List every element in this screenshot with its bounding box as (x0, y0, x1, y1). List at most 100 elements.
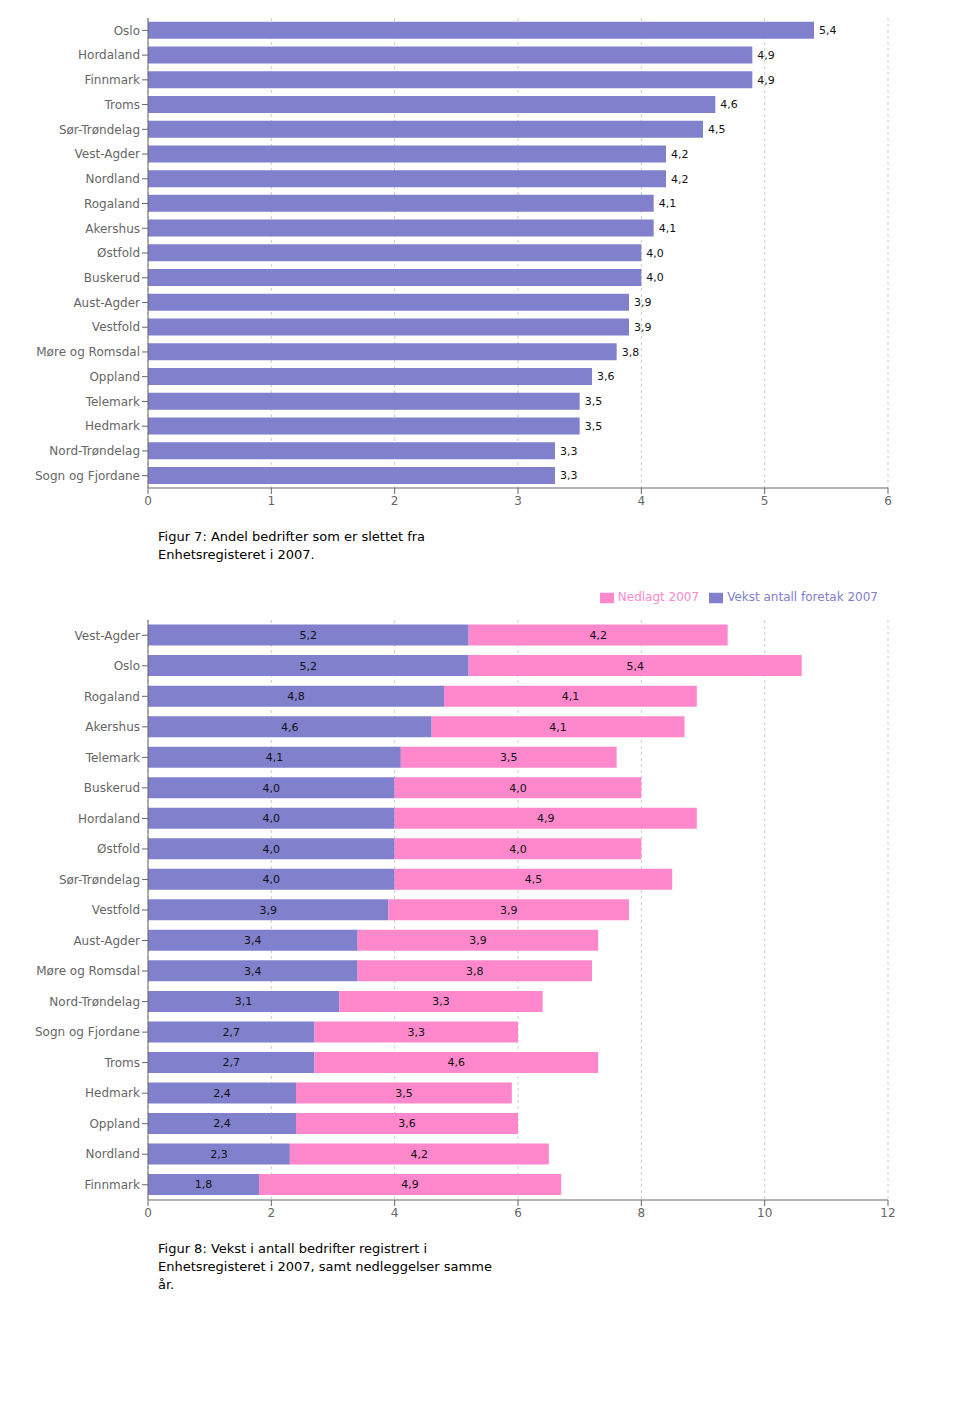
svg-text:Sogn og Fjordane: Sogn og Fjordane (35, 469, 140, 483)
svg-text:4,1: 4,1 (659, 197, 677, 210)
svg-text:3,9: 3,9 (469, 934, 487, 947)
svg-text:Nord-Trøndelag: Nord-Trøndelag (49, 444, 140, 458)
svg-text:Rogaland: Rogaland (84, 197, 140, 211)
svg-text:4,9: 4,9 (757, 49, 775, 62)
svg-text:4,1: 4,1 (549, 721, 567, 734)
svg-text:2: 2 (391, 494, 399, 508)
svg-text:Troms: Troms (103, 98, 140, 112)
svg-text:Akershus: Akershus (85, 720, 140, 734)
svg-text:4,0: 4,0 (263, 873, 281, 886)
svg-text:4,9: 4,9 (757, 74, 775, 87)
svg-text:6: 6 (514, 1206, 522, 1220)
svg-text:3,3: 3,3 (560, 445, 578, 458)
svg-text:0: 0 (144, 494, 152, 508)
svg-text:3,5: 3,5 (500, 751, 518, 764)
svg-text:5,4: 5,4 (626, 660, 644, 673)
svg-text:2,4: 2,4 (213, 1087, 231, 1100)
svg-text:4,5: 4,5 (708, 123, 726, 136)
svg-text:4,0: 4,0 (646, 271, 664, 284)
svg-text:Hordaland: Hordaland (78, 48, 140, 62)
svg-text:4,1: 4,1 (266, 751, 284, 764)
svg-text:3,4: 3,4 (244, 934, 262, 947)
svg-text:2,7: 2,7 (223, 1026, 241, 1039)
svg-text:Hordaland: Hordaland (78, 812, 140, 826)
svg-text:3: 3 (514, 494, 522, 508)
svg-text:2,7: 2,7 (223, 1056, 241, 1069)
svg-text:4,0: 4,0 (509, 782, 527, 795)
svg-text:4,0: 4,0 (509, 843, 527, 856)
svg-text:Oppland: Oppland (89, 370, 140, 384)
svg-text:Sør-Trøndelag: Sør-Trøndelag (59, 873, 140, 887)
svg-text:5: 5 (761, 494, 769, 508)
svg-text:Møre og Romsdal: Møre og Romsdal (36, 345, 140, 359)
svg-text:Buskerud: Buskerud (84, 781, 140, 795)
svg-text:Nord-Trøndelag: Nord-Trøndelag (49, 995, 140, 1009)
svg-text:3,9: 3,9 (634, 296, 652, 309)
svg-text:Sogn og Fjordane: Sogn og Fjordane (35, 1025, 140, 1039)
svg-text:2,4: 2,4 (213, 1117, 231, 1130)
svg-text:3,5: 3,5 (585, 420, 603, 433)
svg-text:4,0: 4,0 (263, 782, 281, 795)
svg-text:3,9: 3,9 (500, 904, 518, 917)
svg-text:4,9: 4,9 (537, 812, 555, 825)
svg-text:5,2: 5,2 (300, 660, 318, 673)
svg-text:4,2: 4,2 (671, 148, 689, 161)
svg-text:4,9: 4,9 (401, 1178, 419, 1191)
svg-text:3,8: 3,8 (622, 346, 640, 359)
svg-text:Vest-Agder: Vest-Agder (75, 629, 141, 643)
svg-text:3,6: 3,6 (398, 1117, 416, 1130)
svg-text:4,1: 4,1 (659, 222, 677, 235)
svg-text:Buskerud: Buskerud (84, 271, 140, 285)
svg-text:3,1: 3,1 (235, 995, 253, 1008)
svg-text:4: 4 (638, 494, 646, 508)
svg-text:2: 2 (268, 1206, 276, 1220)
svg-text:Vest-Agder: Vest-Agder (75, 147, 141, 161)
svg-text:3,9: 3,9 (260, 904, 278, 917)
svg-text:4,8: 4,8 (287, 690, 305, 703)
svg-text:3,9: 3,9 (634, 321, 652, 334)
svg-text:Rogaland: Rogaland (84, 690, 140, 704)
svg-text:5,4: 5,4 (819, 24, 837, 37)
svg-text:Hedmark: Hedmark (85, 1086, 140, 1100)
svg-text:Sør-Trøndelag: Sør-Trøndelag (59, 123, 140, 137)
svg-text:Aust-Agder: Aust-Agder (73, 934, 140, 948)
svg-text:Vestfold: Vestfold (92, 320, 140, 334)
svg-text:Nordland: Nordland (85, 172, 140, 186)
svg-text:3,3: 3,3 (560, 469, 578, 482)
svg-text:8: 8 (638, 1206, 646, 1220)
svg-text:Telemark: Telemark (85, 751, 140, 765)
svg-text:3,6: 3,6 (597, 370, 615, 383)
svg-text:Østfold: Østfold (97, 246, 140, 260)
svg-text:4,5: 4,5 (525, 873, 543, 886)
svg-text:3,8: 3,8 (466, 965, 484, 978)
svg-text:Østfold: Østfold (97, 842, 140, 856)
svg-text:Akershus: Akershus (85, 222, 140, 236)
svg-text:Oppland: Oppland (89, 1117, 140, 1131)
svg-text:5,2: 5,2 (300, 629, 318, 642)
svg-text:Troms: Troms (103, 1056, 140, 1070)
svg-text:Oslo: Oslo (114, 659, 140, 673)
svg-text:Telemark: Telemark (85, 395, 140, 409)
svg-text:1,8: 1,8 (195, 1178, 213, 1191)
svg-text:4,2: 4,2 (589, 629, 607, 642)
svg-text:3,4: 3,4 (244, 965, 262, 978)
svg-text:Finnmark: Finnmark (85, 1178, 141, 1192)
svg-text:Finnmark: Finnmark (85, 73, 141, 87)
svg-text:4,1: 4,1 (562, 690, 580, 703)
svg-text:Hedmark: Hedmark (85, 419, 140, 433)
svg-text:4,6: 4,6 (448, 1056, 466, 1069)
svg-text:4: 4 (391, 1206, 399, 1220)
svg-text:4,6: 4,6 (720, 98, 738, 111)
svg-text:4,2: 4,2 (671, 173, 689, 186)
svg-text:4,0: 4,0 (263, 843, 281, 856)
svg-text:Nordland: Nordland (85, 1147, 140, 1161)
svg-text:4,0: 4,0 (646, 247, 664, 260)
svg-text:1: 1 (268, 494, 276, 508)
svg-text:4,2: 4,2 (411, 1148, 429, 1161)
svg-text:6: 6 (884, 494, 892, 508)
svg-text:3,3: 3,3 (432, 995, 450, 1008)
svg-text:3,3: 3,3 (408, 1026, 426, 1039)
svg-text:Møre og Romsdal: Møre og Romsdal (36, 964, 140, 978)
svg-text:4,6: 4,6 (281, 721, 299, 734)
svg-text:0: 0 (144, 1206, 152, 1220)
